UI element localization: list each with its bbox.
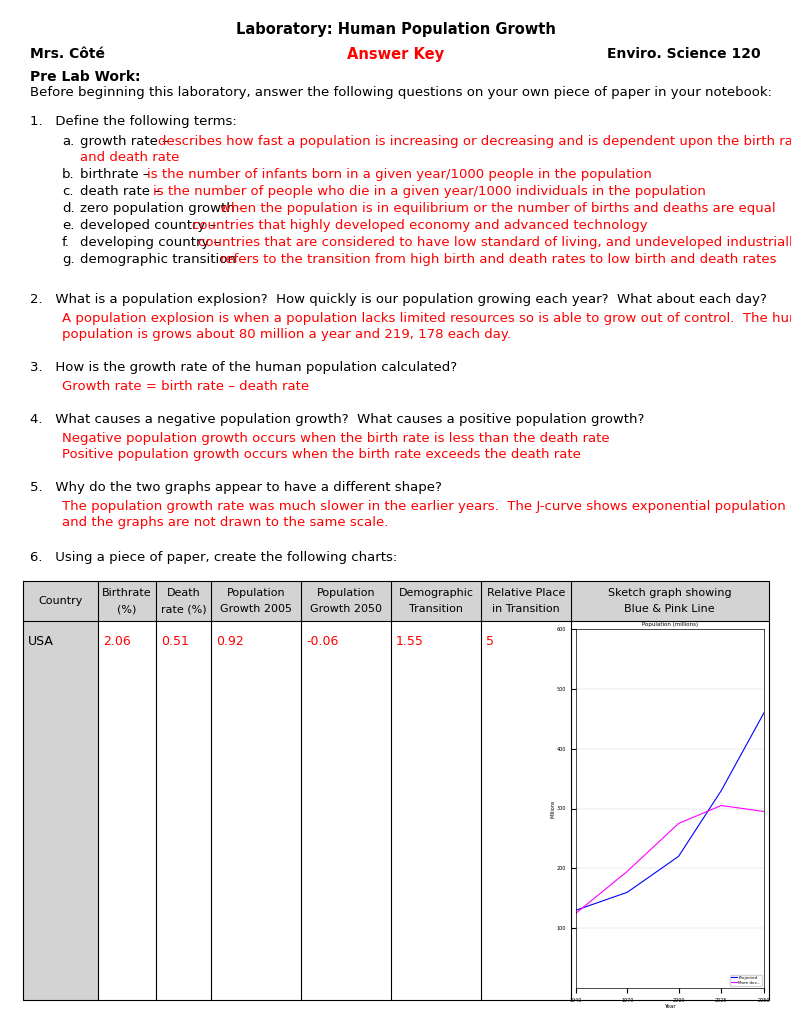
Title: Population (millions): Population (millions)	[642, 623, 698, 628]
Text: Growth 2050: Growth 2050	[310, 604, 382, 614]
Bar	[23, 621, 98, 1000]
Text: developing country –: developing country –	[80, 236, 225, 249]
Text: 5: 5	[486, 635, 494, 648]
Text: 1.55: 1.55	[396, 635, 424, 648]
Text: Population: Population	[227, 588, 286, 598]
Text: countries that highly developed economy and advanced technology: countries that highly developed economy …	[192, 219, 648, 232]
Text: 0.51: 0.51	[161, 635, 189, 648]
Text: in Transition: in Transition	[492, 604, 560, 614]
Text: Transition: Transition	[409, 604, 463, 614]
Text: Answer Key: Answer Key	[347, 47, 444, 62]
Text: Demographic: Demographic	[399, 588, 474, 598]
Text: countries that are considered to have low standard of living, and undeveloped in: countries that are considered to have lo…	[198, 236, 791, 249]
Text: zero population growth –: zero population growth –	[80, 202, 250, 215]
Text: 0.92: 0.92	[216, 635, 244, 648]
Text: The population growth rate was much slower in the earlier years.  The J-curve sh: The population growth rate was much slow…	[62, 500, 791, 513]
Text: Population: Population	[316, 588, 375, 598]
Text: 5.   Why do the two graphs appear to have a different shape?: 5. Why do the two graphs appear to have …	[30, 481, 442, 494]
Text: population is grows about 80 million a year and 219, 178 each day.: population is grows about 80 million a y…	[62, 328, 511, 341]
Text: Laboratory: Human Population Growth: Laboratory: Human Population Growth	[236, 22, 555, 37]
X-axis label: Year: Year	[664, 1005, 676, 1009]
Text: demographic transition –: demographic transition –	[80, 253, 251, 266]
Text: d.: d.	[62, 202, 74, 215]
Text: birthrate –: birthrate –	[80, 168, 153, 181]
Text: growth rate –: growth rate –	[80, 135, 173, 148]
Text: refers to the transition from high birth and death rates to low birth and death : refers to the transition from high birth…	[220, 253, 777, 266]
Legend: Projected, More dev...: Projected, More dev...	[729, 975, 762, 986]
Y-axis label: Millions: Millions	[551, 800, 555, 818]
Text: 2.06: 2.06	[103, 635, 131, 648]
Text: Sketch graph showing: Sketch graph showing	[607, 588, 732, 598]
Text: is the number of people who die in a given year/1000 individuals in the populati: is the number of people who die in a giv…	[153, 185, 706, 198]
Text: Growth 2005: Growth 2005	[220, 604, 292, 614]
Bar	[23, 581, 769, 621]
Text: death rate –: death rate –	[80, 185, 165, 198]
Text: USA: USA	[28, 635, 54, 648]
Text: f.: f.	[62, 236, 70, 249]
Text: Blue & Pink Line: Blue & Pink Line	[624, 604, 715, 614]
Text: when the population is in equilibrium or the number of births and deaths are equ: when the population is in equilibrium or…	[220, 202, 776, 215]
Text: Enviro. Science 120: Enviro. Science 120	[607, 47, 761, 61]
Text: A population explosion is when a population lacks limited resources so is able t: A population explosion is when a populat…	[62, 312, 791, 325]
Text: 2.   What is a population explosion?  How quickly is our population growing each: 2. What is a population explosion? How q…	[30, 293, 767, 306]
Text: is the number of infants born in a given year/1000 people in the population: is the number of infants born in a given…	[147, 168, 652, 181]
Text: 4.   What causes a negative population growth?  What causes a positive populatio: 4. What causes a negative population gro…	[30, 413, 645, 426]
Text: -0.06: -0.06	[306, 635, 339, 648]
Text: c.: c.	[62, 185, 74, 198]
Text: Mrs. Côté: Mrs. Côté	[30, 47, 105, 61]
Text: (%): (%)	[117, 604, 137, 614]
Text: Birthrate: Birthrate	[102, 588, 152, 598]
Text: Positive population growth occurs when the birth rate exceeds the death rate: Positive population growth occurs when t…	[62, 449, 581, 461]
Text: Growth rate = birth rate – death rate: Growth rate = birth rate – death rate	[62, 380, 309, 393]
Text: 6.   Using a piece of paper, create the following charts:: 6. Using a piece of paper, create the fo…	[30, 551, 397, 564]
Text: describes how fast a population is increasing or decreasing and is dependent upo: describes how fast a population is incre…	[158, 135, 791, 148]
Text: and the graphs are not drawn to the same scale.: and the graphs are not drawn to the same…	[62, 516, 388, 529]
Text: b.: b.	[62, 168, 74, 181]
Text: Negative population growth occurs when the birth rate is less than the death rat: Negative population growth occurs when t…	[62, 432, 610, 445]
Text: developed country –: developed country –	[80, 219, 221, 232]
Text: 3.   How is the growth rate of the human population calculated?: 3. How is the growth rate of the human p…	[30, 361, 457, 374]
Text: 1.   Define the following terms:: 1. Define the following terms:	[30, 115, 237, 128]
Text: g.: g.	[62, 253, 74, 266]
Text: e.: e.	[62, 219, 74, 232]
Text: Pre Lab Work:: Pre Lab Work:	[30, 70, 141, 84]
Text: Death: Death	[167, 588, 200, 598]
Text: and death rate: and death rate	[80, 151, 180, 164]
Text: Relative Place: Relative Place	[486, 588, 566, 598]
Text: a.: a.	[62, 135, 74, 148]
Text: rate (%): rate (%)	[161, 604, 206, 614]
Text: Before beginning this laboratory, answer the following questions on your own pie: Before beginning this laboratory, answer…	[30, 86, 772, 99]
Text: Country: Country	[38, 596, 83, 606]
